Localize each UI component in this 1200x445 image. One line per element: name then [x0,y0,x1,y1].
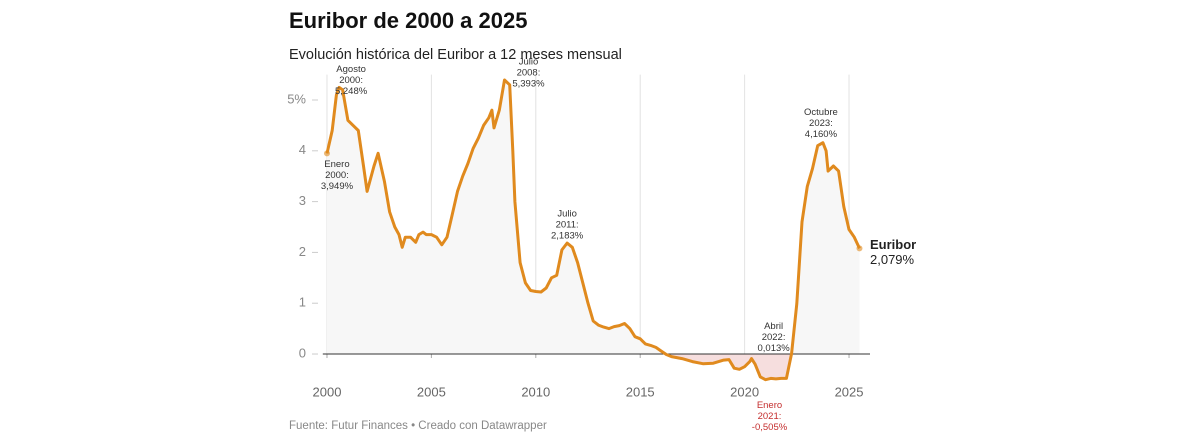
x-tick-label: 2020 [730,384,759,399]
area-positive [327,80,860,355]
y-tick-label: 4 [299,142,306,157]
annotation: Abril [764,321,783,332]
annotation: 2000: [339,75,363,86]
y-tick-label: 2 [299,244,306,259]
annotation: Agosto [336,64,366,75]
line [325,78,861,382]
y-tick-label: 0 [299,345,306,360]
annotation: 2023: [809,118,833,129]
annotation: 2,183% [551,231,584,242]
annotation: 5,393% [512,79,545,90]
series-name: Euribor [870,237,916,252]
chart-title: Euribor de 2000 a 2025 [289,8,527,33]
annotation: 2008: [517,68,541,79]
annotation: 0,013% [757,343,790,354]
annotation: Octubre [804,107,838,118]
annotation: 2011: [556,220,579,231]
annotation: 2000: [325,170,349,181]
annotation: Enero [757,400,782,411]
x-tick-label: 2010 [521,384,550,399]
annotation: Julio [519,57,539,68]
annotation: 3,949% [321,181,354,192]
end-dot [856,245,863,252]
series-last-label: 2,079% [870,252,915,267]
x-tick-label: 2005 [417,384,446,399]
x-tick-label: 2025 [835,384,864,399]
annotation: Julio [557,209,577,220]
annotation: -0,505% [752,422,788,433]
annotation: 5,248% [335,86,368,97]
x-tick-label: 2000 [313,384,342,399]
end-dot [323,150,330,157]
annotation: 4,160% [805,129,838,140]
annotation: 2022: [762,332,786,343]
annotation: Enero [324,159,349,170]
chart-subtitle: Evolución histórica del Euribor a 12 mes… [289,47,622,63]
y-tick-label: 1 [299,295,306,310]
y-tick-label: 3 [299,193,306,208]
y-tick-label: 5% [287,91,306,106]
x-tick-label: 2015 [626,384,655,399]
source: Fuente: Futur Finances • Creado con Data… [289,420,547,432]
annotation: 2021: [758,411,782,422]
